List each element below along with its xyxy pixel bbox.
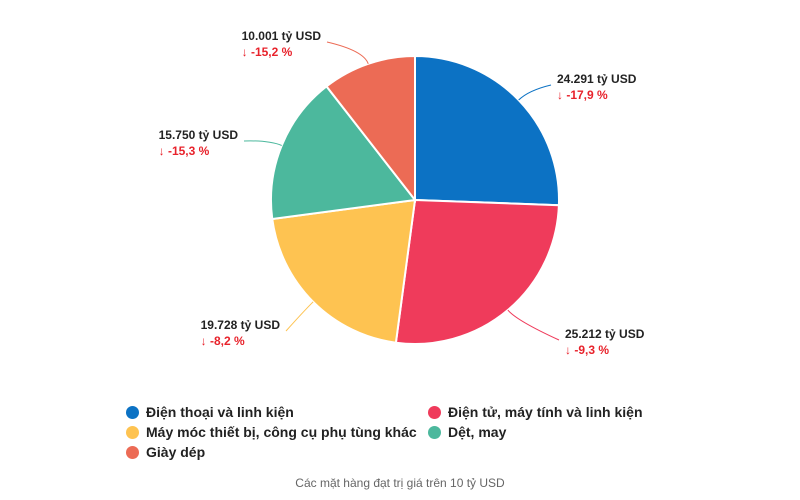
legend-label: Giày dép bbox=[146, 444, 206, 460]
pie-slice[interactable] bbox=[271, 198, 417, 344]
pie-connector-line bbox=[285, 301, 314, 332]
pie-value-label: 10.001 tỷ USD bbox=[242, 29, 322, 43]
chart-caption: Các mặt hàng đạt trị giá trên 10 tỷ USD bbox=[295, 476, 505, 490]
legend-item-dien-thoai[interactable]: Điện thoại và linh kiện bbox=[126, 403, 428, 421]
pie-connector-line bbox=[326, 41, 369, 65]
legend: Điện thoại và linh kiện Điện tử, máy tín… bbox=[126, 403, 686, 461]
legend-item-dien-tu[interactable]: Điện tử, máy tính và linh kiện bbox=[428, 403, 686, 421]
legend-item-giay-dep[interactable]: Giày dép bbox=[126, 443, 428, 461]
legend-item-det-may[interactable]: Dệt, may bbox=[428, 423, 686, 441]
pie-change-label: ↓ -15,2 % bbox=[242, 45, 293, 59]
legend-label: Điện thoại và linh kiện bbox=[146, 404, 294, 420]
pie-change-label: ↓ -15,3 % bbox=[159, 144, 210, 158]
pie-slice[interactable] bbox=[394, 198, 560, 345]
pie-change-label: ↓ -17,9 % bbox=[557, 88, 608, 102]
pie-change-label: ↓ -9,3 % bbox=[565, 343, 609, 357]
legend-dot-icon bbox=[126, 405, 139, 419]
legend-dot-icon bbox=[126, 445, 139, 459]
legend-dot-icon bbox=[126, 425, 139, 439]
legend-label: Điện tử, máy tính và linh kiện bbox=[448, 404, 643, 420]
pie-connector-line bbox=[507, 309, 560, 341]
pie-connector-line bbox=[518, 84, 552, 101]
legend-label: Máy móc thiết bị, công cụ phụ tùng khác bbox=[146, 424, 417, 440]
pie-connector-line bbox=[243, 140, 282, 146]
pie-value-label: 24.291 tỷ USD bbox=[557, 72, 637, 86]
pie-chart: 24.291 tỷ USD ↓ -17,9 % 25.212 tỷ USD ↓ -9,… bbox=[159, 29, 645, 357]
pie-slice[interactable] bbox=[325, 54, 416, 203]
legend-item-may-moc[interactable]: Máy móc thiết bị, công cụ phụ tùng khác bbox=[126, 423, 428, 441]
pie-slice[interactable] bbox=[414, 54, 560, 207]
pie-value-label: 25.212 tỷ USD bbox=[565, 327, 645, 341]
pie-value-label: 15.750 tỷ USD bbox=[159, 128, 239, 142]
pie-change-label: ↓ -8,2 % bbox=[201, 334, 245, 348]
legend-dot-icon bbox=[428, 425, 441, 439]
pie-value-label: 19.728 tỷ USD bbox=[201, 318, 281, 332]
legend-dot-icon bbox=[428, 405, 441, 419]
legend-label: Dệt, may bbox=[448, 424, 507, 440]
pie-chart-area: 24.291 tỷ USD ↓ -17,9 % 25.212 tỷ USD ↓ -9,… bbox=[159, 29, 645, 357]
